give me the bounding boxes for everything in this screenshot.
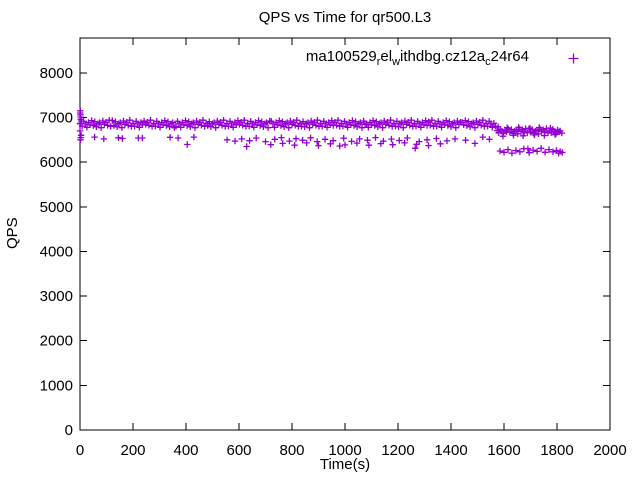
y-tick-label: 3000 (40, 288, 73, 305)
chart-title: QPS vs Time for qr500.L3 (258, 9, 432, 26)
legend-label-segment: ithdbg.cz12a (400, 48, 486, 65)
x-tick-label: 2000 (593, 442, 626, 459)
axis-ticks (79, 38, 611, 431)
x-tick-label: 200 (120, 442, 145, 459)
plot-border (79, 37, 611, 431)
plus-marker-icon (568, 53, 579, 63)
y-tick-label: 0 (65, 422, 73, 439)
y-tick-label: 4000 (40, 243, 73, 260)
legend-label-subscript: c (485, 56, 491, 68)
legend-label-segment: ma100529 (305, 48, 377, 65)
x-tick-label: 1400 (434, 442, 467, 459)
y-tick-label: 7000 (40, 110, 73, 127)
y-tick-label: 8000 (40, 65, 73, 82)
x-axis-title: Time(s) (319, 456, 371, 473)
x-tick-label: 600 (226, 442, 251, 459)
y-axis-title: QPS (4, 217, 21, 249)
y-tick-label: 5000 (40, 199, 73, 216)
x-tick-label: 1600 (487, 442, 520, 459)
legend-label-segment: el (380, 48, 393, 65)
legend: ma100529relwithdbg.cz12ac24r64 (0, 48, 580, 68)
legend-label-subscript: w (392, 56, 401, 68)
y-tick-label: 6000 (40, 154, 73, 171)
x-tick-label: 800 (279, 442, 304, 459)
legend-series-label: ma100529relwithdbg.cz12ac24r64 (306, 48, 529, 68)
scatter-points (76, 107, 566, 157)
x-tick-label: 1200 (381, 442, 414, 459)
x-tick-label: 1800 (540, 442, 573, 459)
y-tick-label: 1000 (40, 377, 73, 394)
plus-marker-glyph (568, 53, 579, 63)
x-tick-label: 1000 (328, 442, 361, 459)
legend-label-segment: 24r64 (490, 48, 529, 65)
y-tick-label: 2000 (40, 333, 73, 350)
x-tick-label: 400 (173, 442, 198, 459)
x-tick-label: 0 (76, 442, 84, 459)
legend-label-subscript: r (376, 56, 381, 68)
